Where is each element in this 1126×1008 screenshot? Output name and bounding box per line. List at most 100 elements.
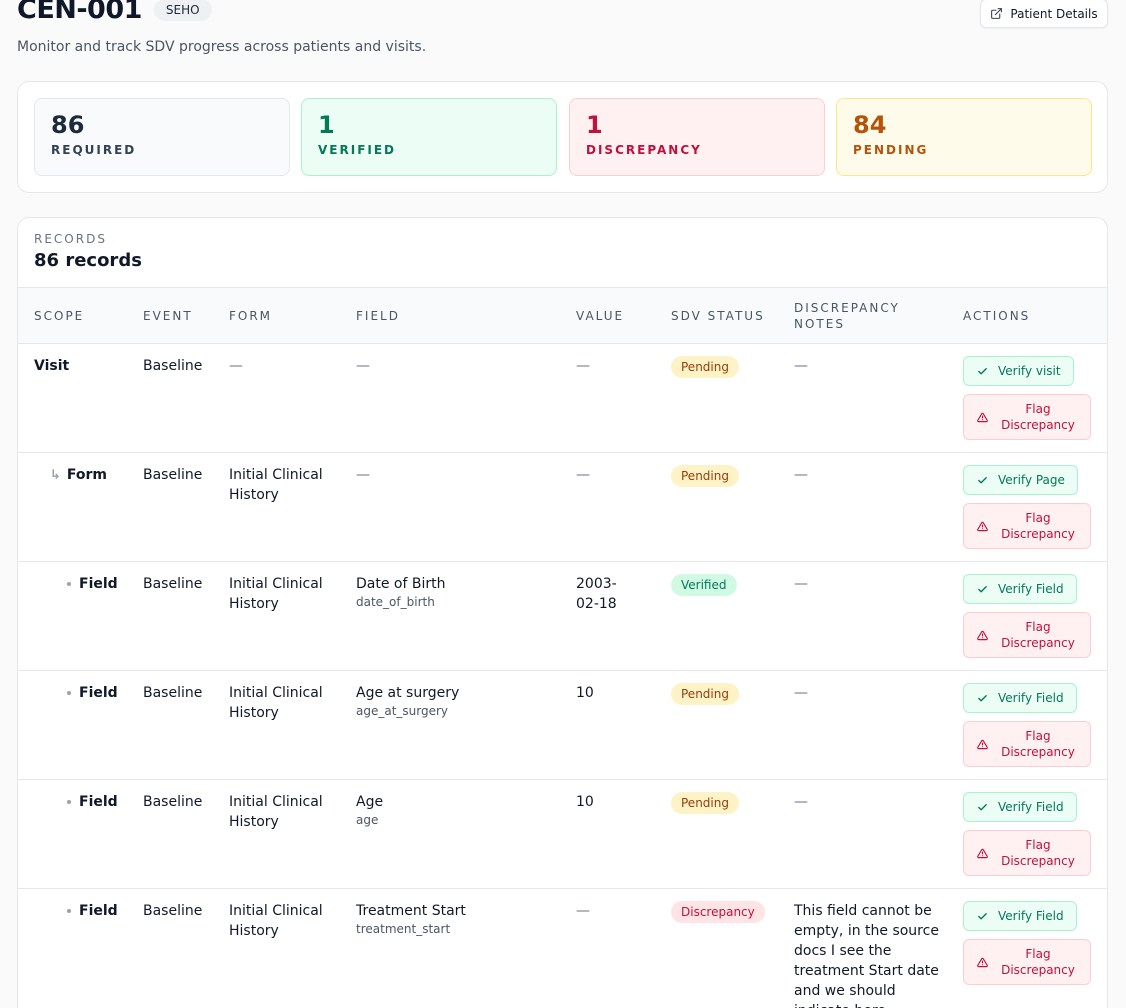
table-row: Field Baseline Initial Clinical History Age… <box>18 779 1107 888</box>
row-discrepancy-notes: — <box>794 467 808 483</box>
row-form: Initial Clinical History <box>229 685 323 721</box>
table-row: Field Baseline Initial Clinical History Tre… <box>18 888 1107 1008</box>
flag-label-line1: Flag <box>1025 838 1051 852</box>
verify-label: Verify Field <box>998 691 1064 705</box>
row-scope: Visit <box>34 356 69 376</box>
page-title: CEN-001 <box>17 0 142 25</box>
row-field: Age at surgery age_at_surgery <box>356 683 556 719</box>
row-scope: ↳ Form <box>50 465 107 486</box>
bullet-dot-icon <box>67 909 71 913</box>
stat-discrepancy: 1 DISCREPANCY <box>569 98 825 176</box>
row-form: Initial Clinical History <box>229 467 323 503</box>
title-row: CEN-001 SEHO <box>17 0 212 25</box>
verify-button[interactable]: Verify Field <box>963 683 1077 713</box>
col-notes-line2: NOTES <box>794 317 845 331</box>
stat-pending-label: PENDING <box>853 143 929 157</box>
flag-discrepancy-button[interactable]: Flag Discrepancy <box>963 830 1091 876</box>
row-form: Initial Clinical History <box>229 903 323 939</box>
stat-required-value: 86 <box>51 111 85 139</box>
row-form: Initial Clinical History <box>229 576 323 612</box>
row-value: — <box>576 358 590 374</box>
flag-discrepancy-button[interactable]: Flag Discrepancy <box>963 612 1091 658</box>
field-key: age_at_surgery <box>356 704 449 718</box>
row-field: Treatment Start treatment_start <box>356 901 556 937</box>
field-label: — <box>356 358 370 374</box>
stat-verified-label: VERIFIED <box>318 143 397 157</box>
row-discrepancy-notes: — <box>794 576 808 592</box>
row-form: Initial Clinical History <box>229 794 323 830</box>
stat-required: 86 REQUIRED <box>34 98 290 176</box>
row-value: — <box>576 467 590 483</box>
col-notes-line1: DISCREPANCY <box>794 301 900 315</box>
records-card: RECORDS 86 records SCOPE EVENT FORM FIEL… <box>17 217 1108 1008</box>
row-field: — <box>356 356 556 376</box>
row-event: Baseline <box>143 358 203 374</box>
warning-icon <box>977 412 988 423</box>
col-actions: ACTIONS <box>963 309 1031 323</box>
table-row: ↳ Form Baseline Initial Clinical History — — P… <box>18 452 1107 561</box>
row-scope: Field <box>67 792 118 812</box>
indent-arrow-icon: ↳ <box>50 468 61 483</box>
patient-details-button[interactable]: Patient Details <box>980 0 1108 28</box>
flag-label-line1: Flag <box>1025 620 1051 634</box>
stat-verified: 1 VERIFIED <box>301 98 557 176</box>
external-link-icon <box>991 8 1003 19</box>
col-form: FORM <box>229 309 273 323</box>
bullet-dot-icon <box>67 800 71 804</box>
site-tag: SEHO <box>153 0 212 21</box>
flag-label-line2: Discrepancy <box>1001 963 1075 977</box>
warning-icon <box>977 630 988 641</box>
row-field: Age age <box>356 792 556 828</box>
scope-label: Form <box>66 467 108 483</box>
field-label: Age at surgery <box>356 685 460 701</box>
verify-button[interactable]: Verify visit <box>963 356 1074 386</box>
flag-label-line1: Flag <box>1025 402 1051 416</box>
bullet-dot-icon <box>67 691 71 695</box>
verify-label: Verify visit <box>998 364 1061 378</box>
stat-discrepancy-value: 1 <box>586 111 603 139</box>
col-discrepancy-notes: DISCREPANCY NOTES <box>794 288 900 344</box>
row-discrepancy-notes: — <box>794 794 808 810</box>
field-key: treatment_start <box>356 922 451 936</box>
flag-discrepancy-button[interactable]: Flag Discrepancy <box>963 721 1091 767</box>
verify-button[interactable]: Verify Page <box>963 465 1078 495</box>
flag-label-line1: Flag <box>1025 729 1051 743</box>
verify-button[interactable]: Verify Field <box>963 901 1077 931</box>
verify-button[interactable]: Verify Field <box>963 574 1077 604</box>
stat-required-label: REQUIRED <box>51 143 137 157</box>
field-key: date_of_birth <box>356 595 435 609</box>
records-count: 86 records <box>34 250 142 271</box>
warning-icon <box>977 739 988 750</box>
field-label: Treatment Start <box>356 903 466 919</box>
status-badge: Pending <box>671 465 739 487</box>
stats-card: 86 REQUIRED 1 VERIFIED 1 DISCREPANCY 84 … <box>17 81 1108 193</box>
row-field: — <box>356 465 556 485</box>
flag-discrepancy-button[interactable]: Flag Discrepancy <box>963 939 1091 985</box>
row-event: Baseline <box>143 467 203 483</box>
patient-details-label: Patient Details <box>1010 6 1098 21</box>
row-value: 10 <box>576 685 594 701</box>
flag-label-line2: Discrepancy <box>1001 745 1075 759</box>
flag-discrepancy-button[interactable]: Flag Discrepancy <box>963 394 1091 440</box>
flag-discrepancy-button[interactable]: Flag Discrepancy <box>963 503 1091 549</box>
verify-label: Verify Field <box>998 800 1064 814</box>
row-form: — <box>229 358 243 374</box>
warning-icon <box>977 957 988 968</box>
flag-label-line1: Flag <box>1025 947 1051 961</box>
status-badge: Pending <box>671 792 739 814</box>
flag-label-line2: Discrepancy <box>1001 636 1075 650</box>
stat-pending: 84 PENDING <box>836 98 1092 176</box>
row-scope: Field <box>67 901 118 921</box>
scope-label: Field <box>79 794 118 810</box>
bullet-dot-icon <box>67 582 71 586</box>
row-sdv-status: Pending <box>671 465 739 487</box>
row-value: — <box>576 903 590 919</box>
flag-label-line2: Discrepancy <box>1001 527 1075 541</box>
col-value: VALUE <box>576 309 625 323</box>
row-value: 10 <box>576 794 594 810</box>
row-sdv-status: Pending <box>671 356 739 378</box>
verify-button[interactable]: Verify Field <box>963 792 1077 822</box>
scope-label: Visit <box>34 358 70 374</box>
flag-label-line2: Discrepancy <box>1001 854 1075 868</box>
row-scope: Field <box>67 683 118 703</box>
